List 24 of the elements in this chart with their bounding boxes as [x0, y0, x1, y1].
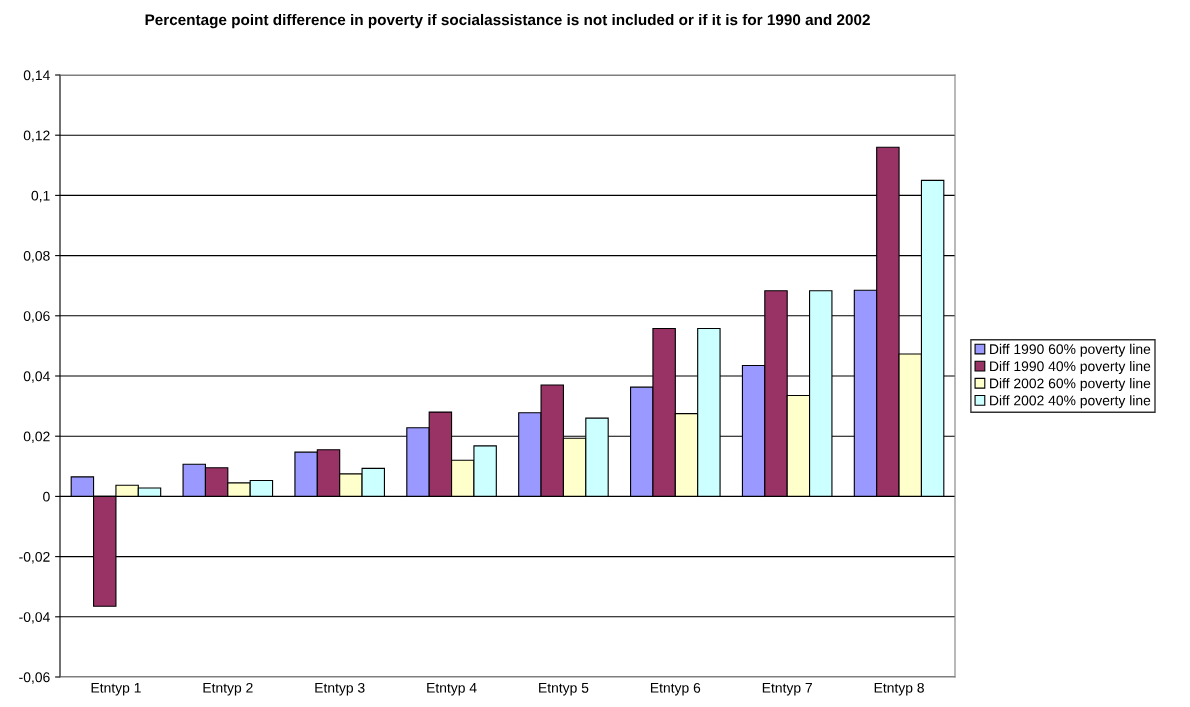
y-tick-label: 0,12: [23, 130, 50, 143]
legend-label: Diff 2002 40% poverty line: [990, 395, 1151, 409]
x-tick-label: Etntyp 1: [91, 683, 141, 696]
x-tick-label: Etntyp 3: [315, 682, 365, 696]
x-tick-label: Etntyp 2: [203, 682, 253, 696]
y-tick-label: 0: [43, 491, 50, 502]
y-tick-label: 0,04: [23, 371, 50, 383]
legend-label: Diff 1990 40% poverty line: [990, 360, 1151, 374]
y-tick-label: -0,04: [19, 612, 50, 624]
x-tick-label: Etntyp 4: [427, 683, 477, 696]
y-tick-label: 0,08: [23, 250, 50, 263]
x-tick-label: Etntyp 7: [762, 683, 812, 696]
y-tick-label: -0,02: [19, 551, 50, 564]
x-tick-label: Etntyp 5: [539, 683, 589, 696]
x-tick-label: Etntyp 8: [874, 682, 924, 696]
legend-label: Diff 2002 60% poverty line: [990, 378, 1151, 392]
y-tick-label: -0,06: [19, 672, 50, 684]
chart-title: Percentage point difference in poverty if socialassistance is not included or if it is for 1990 and 2002: [145, 13, 870, 29]
y-tick-label: 0,1: [31, 190, 50, 203]
y-tick-label: 0,06: [23, 311, 50, 323]
y-tick-label: 0,14: [23, 70, 50, 82]
legend-label: Diff 1990 60% poverty line: [990, 343, 1151, 357]
y-tick-label: 0,02: [23, 431, 50, 444]
x-tick-label: Etntyp 6: [650, 682, 701, 696]
